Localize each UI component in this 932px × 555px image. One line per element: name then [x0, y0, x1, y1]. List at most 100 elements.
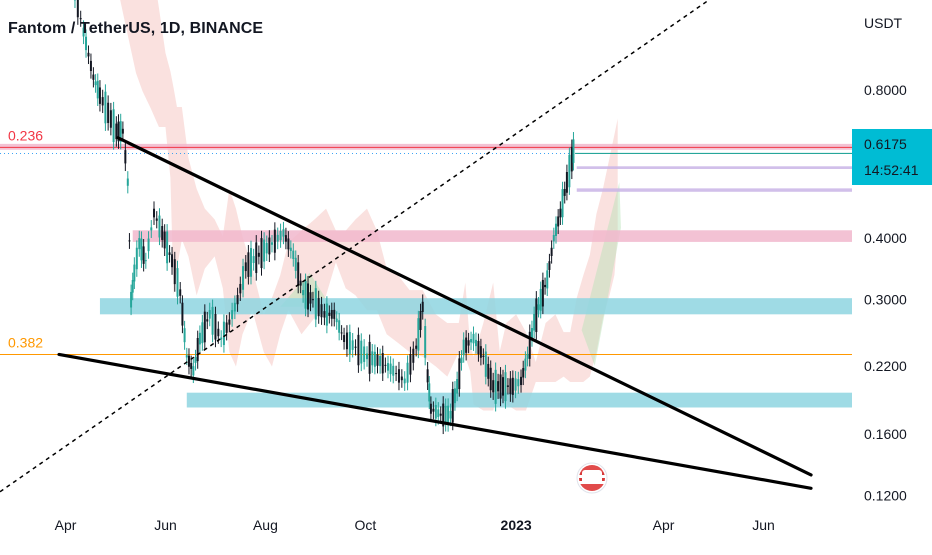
candle-body	[192, 366, 194, 375]
candle-body	[328, 313, 330, 316]
y-tick-label: 0.1600	[864, 426, 907, 442]
candle	[153, 201, 155, 225]
candle-body	[452, 389, 454, 423]
currency-label: USDT	[864, 15, 903, 31]
candle-body	[239, 284, 241, 293]
candle-body	[263, 240, 265, 262]
fib-label-0.236: 0.236	[8, 127, 43, 143]
candle	[382, 346, 384, 381]
candle	[374, 344, 376, 374]
candle-body	[280, 231, 282, 240]
candle	[164, 224, 166, 256]
candle-body	[553, 235, 555, 241]
candle	[398, 362, 400, 390]
candle-body	[401, 377, 403, 381]
candle	[544, 278, 546, 295]
candle-body	[533, 314, 535, 331]
candle	[531, 321, 533, 347]
candle-body	[312, 299, 314, 300]
x-tick-label: Jun	[154, 517, 177, 533]
candle-body	[527, 354, 529, 359]
x-tick-label: Apr	[653, 517, 675, 533]
candle-body	[274, 230, 276, 253]
candle-body	[302, 290, 304, 295]
candle-body	[500, 374, 502, 398]
candle-body	[318, 298, 320, 316]
candle-body	[271, 242, 273, 244]
candle	[548, 254, 550, 278]
candle-body	[529, 332, 531, 359]
candle	[559, 201, 561, 225]
candle-body	[465, 338, 467, 353]
candle-body	[201, 322, 203, 343]
candle-body	[572, 139, 574, 163]
candle	[197, 331, 199, 369]
candle	[366, 346, 368, 367]
candle-body	[309, 292, 311, 303]
candle-body	[477, 341, 479, 354]
candle-body	[295, 258, 297, 271]
candle-body	[104, 92, 106, 124]
candle-body	[195, 357, 197, 363]
candle-body	[509, 378, 511, 394]
candle-body	[148, 239, 150, 252]
candle-body	[417, 318, 419, 350]
candle-body	[268, 238, 270, 255]
candle	[392, 359, 394, 384]
candle-body	[95, 81, 97, 85]
candle-body	[360, 341, 362, 364]
candle-body	[568, 155, 570, 187]
candle-body	[559, 209, 561, 218]
candle-body	[87, 53, 89, 57]
last-price-badge: 0.6175 14:52:41	[852, 129, 932, 185]
candle	[253, 249, 255, 271]
candle-body	[171, 254, 173, 267]
candle-body	[266, 243, 268, 254]
trendlines	[0, 0, 811, 492]
candle	[546, 263, 548, 296]
x-tick-label: Apr	[55, 517, 77, 533]
candle	[145, 253, 147, 269]
candle	[352, 333, 354, 357]
candle-body	[153, 209, 155, 218]
dotted-resistance-line	[0, 0, 811, 492]
candle-body	[540, 289, 542, 311]
candle-body	[177, 268, 179, 297]
candle-body	[492, 380, 494, 392]
candle-body	[107, 103, 109, 123]
candle-body	[432, 409, 434, 412]
candle-body	[430, 404, 432, 414]
candle-body	[226, 322, 228, 332]
pink-zone-mid	[133, 230, 852, 242]
lavender-zone-2	[577, 188, 852, 191]
candle-body	[428, 383, 430, 401]
candle-body	[234, 303, 236, 312]
candle-body	[138, 238, 140, 249]
candle-body	[184, 328, 186, 342]
candle	[346, 325, 348, 357]
candle-body	[524, 359, 526, 371]
candle-body	[369, 342, 371, 374]
candle	[363, 339, 365, 369]
candle-body	[551, 248, 553, 256]
candle-body	[346, 333, 348, 350]
candle-body	[277, 235, 279, 242]
candle-body	[212, 307, 214, 335]
candle-body	[150, 227, 152, 230]
candle	[357, 327, 359, 372]
candlesticks	[0, 0, 574, 434]
candle-body	[515, 378, 517, 390]
candle-body	[497, 381, 499, 391]
candle	[115, 116, 117, 147]
candle	[566, 165, 568, 201]
last-price-value: 0.6175	[864, 136, 907, 152]
candle-body	[220, 338, 222, 340]
candle-body	[113, 109, 115, 142]
candle-body	[407, 363, 409, 383]
candle-body	[228, 320, 230, 325]
candle-body	[97, 81, 99, 99]
candle-body	[371, 351, 373, 365]
candle	[87, 45, 89, 64]
